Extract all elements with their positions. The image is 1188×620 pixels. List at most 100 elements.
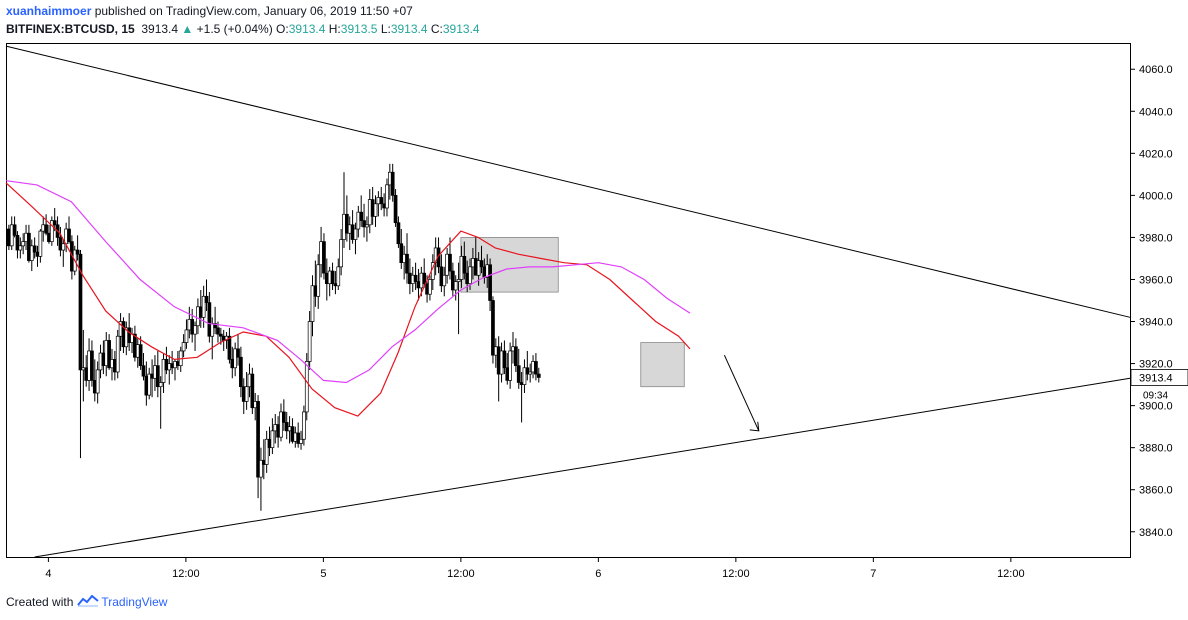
candle-body bbox=[525, 367, 530, 375]
candle-body bbox=[413, 274, 418, 282]
candle-body bbox=[15, 234, 20, 251]
candle-body bbox=[345, 213, 349, 234]
author-name[interactable]: xuanhaimmoer bbox=[6, 4, 92, 18]
close-value: 3913.4 bbox=[442, 22, 480, 36]
candle-body bbox=[479, 260, 484, 268]
arrow-head-icon bbox=[749, 421, 760, 432]
candle-body bbox=[359, 211, 364, 221]
symbol-header: BITFINEX:BTCUSD, 15 3913.4 ▲ +1.5 (+0.04… bbox=[6, 22, 480, 36]
candle-body bbox=[239, 356, 243, 388]
candle-body bbox=[453, 281, 458, 291]
candle-body bbox=[61, 243, 66, 251]
candle-body bbox=[90, 350, 94, 381]
candle-body bbox=[468, 266, 472, 285]
candle-body bbox=[304, 361, 309, 413]
y-tick-label: 4040.0 bbox=[1139, 106, 1173, 118]
candle-body bbox=[508, 350, 512, 381]
candle-body bbox=[502, 350, 507, 369]
candle-body bbox=[244, 386, 249, 402]
footer: Created with TradingView bbox=[6, 594, 168, 610]
candle-body bbox=[21, 241, 26, 247]
candle-body bbox=[396, 222, 401, 245]
candle-body bbox=[365, 224, 369, 228]
candle-body bbox=[259, 459, 263, 478]
candle-body bbox=[233, 348, 238, 369]
candle-body bbox=[281, 411, 286, 423]
candlestick-chart[interactable]: 4060.0 4040.0 4020.0 4000.0 3980.0 3960.0 3940… bbox=[0, 0, 1188, 590]
tradingview-logo-icon bbox=[77, 594, 100, 610]
x-tick-label: 7 bbox=[870, 568, 876, 580]
candle-body bbox=[107, 340, 111, 369]
candle-body bbox=[422, 272, 427, 285]
candle-body bbox=[522, 367, 527, 385]
candle-body bbox=[18, 245, 23, 251]
candle-body bbox=[536, 373, 541, 378]
triangle-up-icon: ▲ bbox=[181, 22, 194, 36]
last-price: 3913.4 bbox=[141, 22, 179, 36]
candle-body bbox=[256, 401, 260, 478]
candle-body bbox=[264, 438, 269, 465]
candle-body bbox=[49, 220, 54, 242]
y-tick-label: 3940.0 bbox=[1139, 317, 1173, 329]
candle-body bbox=[442, 274, 447, 287]
candle-body bbox=[38, 230, 43, 257]
x-tick-label: 12:00 bbox=[997, 568, 1025, 580]
candle-body bbox=[339, 239, 343, 268]
candle-body bbox=[373, 203, 378, 217]
candle-body bbox=[270, 430, 275, 449]
candle-body bbox=[514, 346, 518, 367]
candle-body bbox=[476, 260, 481, 276]
publish-info: published on TradingView.com, January 06… bbox=[94, 4, 413, 18]
y-tick-label: 3920.0 bbox=[1139, 359, 1173, 371]
last-price-label: 3913.4 bbox=[1139, 372, 1173, 384]
x-tick-label: 4 bbox=[45, 568, 51, 580]
symbol-name[interactable]: BITFINEX:BTCUSD, 15 bbox=[6, 22, 135, 36]
candle-body bbox=[218, 333, 223, 337]
candle-body bbox=[213, 323, 217, 329]
projection-arrow-trendline bbox=[723, 354, 760, 432]
candle-body bbox=[158, 382, 163, 388]
candle-body bbox=[201, 295, 206, 318]
candle-body bbox=[528, 371, 533, 375]
candle-body bbox=[385, 184, 389, 209]
candle-body bbox=[204, 295, 209, 303]
candle-body bbox=[516, 365, 521, 383]
consolidation-box bbox=[640, 342, 685, 388]
x-tick-label: 5 bbox=[320, 568, 326, 580]
publish-header: xuanhaimmoer published on TradingView.co… bbox=[6, 4, 413, 18]
candle-body bbox=[379, 197, 384, 205]
candle-body bbox=[488, 264, 492, 301]
x-tick-label: 12:00 bbox=[722, 568, 750, 580]
upper-trendline bbox=[5, 45, 1131, 318]
candle-body bbox=[236, 348, 240, 358]
tradingview-link[interactable]: TradingView bbox=[101, 595, 168, 609]
close-label: C: bbox=[430, 22, 443, 36]
y-tick-label: 4020.0 bbox=[1139, 148, 1173, 160]
candle-body bbox=[67, 228, 71, 242]
candle-body bbox=[29, 245, 34, 261]
candle-body bbox=[155, 365, 160, 388]
y-tick-label: 3980.0 bbox=[1139, 232, 1173, 244]
last-price-badge: 3913.4 09:34 bbox=[1130, 369, 1188, 401]
countdown-label: 09:34 bbox=[1143, 390, 1168, 401]
candle-body bbox=[534, 361, 538, 375]
low-label: L: bbox=[380, 22, 391, 36]
y-tick-label: 3900.0 bbox=[1139, 401, 1173, 413]
candle-body bbox=[181, 342, 186, 352]
candle-body bbox=[405, 253, 409, 274]
y-tick-label: 3840.0 bbox=[1139, 527, 1173, 539]
candle-body bbox=[310, 285, 315, 322]
candle-body bbox=[462, 255, 467, 274]
candle-body bbox=[193, 325, 197, 335]
candle-body bbox=[299, 438, 303, 444]
candle-body bbox=[296, 432, 301, 444]
candle-body bbox=[250, 373, 255, 409]
candle-body bbox=[227, 335, 232, 360]
y-tick-label: 4000.0 bbox=[1139, 190, 1173, 202]
candle-body bbox=[207, 302, 212, 337]
open-label: O: bbox=[276, 22, 289, 36]
candle-body bbox=[32, 245, 37, 253]
candle-body bbox=[393, 195, 398, 224]
candle-body bbox=[316, 264, 321, 297]
candle-body bbox=[330, 270, 335, 285]
